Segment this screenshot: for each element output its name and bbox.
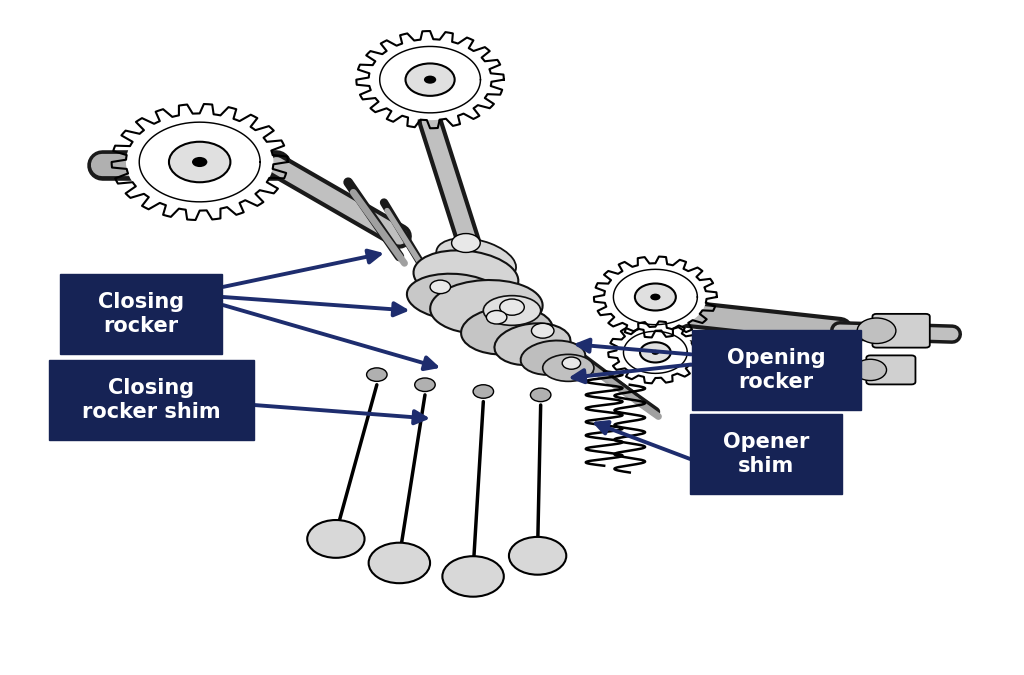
- Circle shape: [509, 537, 566, 574]
- Circle shape: [367, 368, 387, 381]
- Circle shape: [854, 359, 887, 381]
- Text: Opening
rocker: Opening rocker: [727, 348, 825, 392]
- Circle shape: [857, 318, 896, 344]
- Circle shape: [442, 556, 504, 597]
- Circle shape: [531, 323, 554, 338]
- Circle shape: [424, 76, 436, 84]
- Ellipse shape: [483, 296, 541, 325]
- Circle shape: [473, 385, 494, 398]
- Circle shape: [415, 378, 435, 392]
- FancyBboxPatch shape: [690, 414, 842, 494]
- Ellipse shape: [430, 280, 543, 334]
- FancyBboxPatch shape: [692, 330, 860, 410]
- Circle shape: [126, 113, 273, 211]
- Circle shape: [369, 39, 492, 120]
- Circle shape: [369, 543, 430, 583]
- Ellipse shape: [407, 273, 505, 321]
- Circle shape: [650, 294, 660, 300]
- Circle shape: [635, 284, 676, 310]
- Circle shape: [562, 357, 581, 369]
- Circle shape: [530, 388, 551, 402]
- Circle shape: [640, 342, 671, 362]
- Circle shape: [616, 327, 694, 378]
- Circle shape: [604, 263, 707, 331]
- Ellipse shape: [520, 340, 586, 375]
- Circle shape: [500, 299, 524, 315]
- Circle shape: [430, 280, 451, 294]
- Text: Opener
shim: Opener shim: [723, 432, 809, 477]
- FancyBboxPatch shape: [866, 355, 915, 385]
- FancyBboxPatch shape: [60, 274, 222, 354]
- Circle shape: [651, 350, 659, 355]
- Ellipse shape: [495, 323, 570, 365]
- Ellipse shape: [436, 238, 516, 281]
- Circle shape: [486, 310, 507, 324]
- Ellipse shape: [414, 250, 518, 303]
- Ellipse shape: [461, 307, 553, 354]
- Circle shape: [452, 234, 480, 252]
- Text: Closing
rocker shim: Closing rocker shim: [82, 378, 221, 423]
- Circle shape: [169, 142, 230, 182]
- Circle shape: [193, 157, 207, 167]
- Circle shape: [307, 520, 365, 558]
- FancyBboxPatch shape: [872, 314, 930, 348]
- Text: Closing
rocker: Closing rocker: [98, 292, 184, 336]
- FancyBboxPatch shape: [49, 360, 254, 440]
- Ellipse shape: [543, 354, 594, 381]
- Circle shape: [406, 63, 455, 96]
